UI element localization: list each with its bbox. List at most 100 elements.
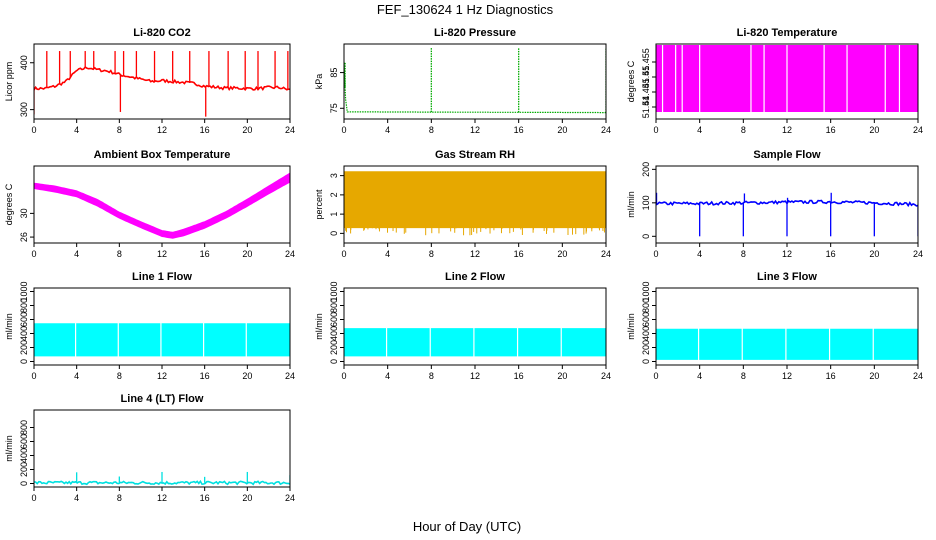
plot-frame	[33, 43, 291, 120]
x-tick-label: 8	[117, 125, 122, 135]
chart-panel: Ambient Box Temperature degrees C 0 4 8 12 16 2…	[4, 149, 295, 259]
plot-frame	[33, 287, 291, 366]
y-tick-label: 100	[641, 195, 651, 210]
panel-title: Gas Stream RH	[435, 149, 515, 161]
x-tick-label: 0	[653, 125, 658, 135]
x-tick-label: 8	[741, 371, 746, 381]
chart-panel: Li-820 Temperature degrees C 0 4 8 12 16 20 24 51…	[626, 27, 923, 135]
y-tick-label: 1000	[641, 281, 651, 301]
data-band	[34, 172, 290, 239]
y-axis-label: ml/min	[626, 313, 636, 340]
panel-title: Line 3 Flow	[757, 271, 817, 283]
x-tick-label: 12	[470, 371, 480, 381]
plot-area	[34, 471, 290, 486]
x-tick-label: 12	[470, 125, 480, 135]
panel-title: Line 4 (LT) Flow	[121, 393, 204, 405]
y-tick-label: 51.455	[641, 48, 651, 76]
y-tick-label: 600	[19, 434, 29, 449]
series-line	[344, 61, 606, 114]
y-axis-label: Licor ppm	[4, 62, 14, 102]
y-axis-label: degrees C	[626, 60, 636, 102]
x-tick-label: 0	[31, 249, 36, 259]
x-tick-label: 0	[653, 371, 658, 381]
x-tick-label: 16	[200, 371, 210, 381]
x-tick-label: 20	[242, 125, 252, 135]
x-tick-label: 24	[601, 249, 611, 259]
panel-title: Sample Flow	[753, 149, 821, 161]
x-tick-label: 4	[74, 371, 79, 381]
x-tick-label: 24	[913, 249, 923, 259]
x-tick-label: 12	[157, 493, 167, 503]
y-tick-label: 1	[329, 212, 339, 217]
x-tick-label: 0	[341, 371, 346, 381]
y-axis-label: percent	[314, 189, 324, 220]
data-band	[344, 171, 606, 229]
x-tick-label: 4	[385, 249, 390, 259]
x-tick-label: 20	[869, 371, 879, 381]
y-axis-label: ml/min	[314, 313, 324, 340]
y-tick-label: 0	[19, 359, 29, 364]
y-tick-label: 400	[19, 55, 29, 70]
x-tick-label: 24	[285, 249, 295, 259]
y-tick-label: 200	[641, 340, 651, 355]
chart-panel: Li-820 CO2 Licor ppm 0 4 8 12 16 20 24 300 400	[4, 27, 295, 135]
y-tick-label: 600	[641, 312, 651, 327]
x-tick-label: 24	[913, 125, 923, 135]
x-tick-label: 16	[826, 371, 836, 381]
x-tick-label: 16	[200, 249, 210, 259]
y-tick-label: 400	[329, 326, 339, 341]
y-tick-label: 200	[329, 340, 339, 355]
chart-panel: Line 4 (LT) Flow ml/min 0 4 8 12 16 20 24 0 200400…	[4, 393, 295, 503]
y-tick-label: 800	[329, 298, 339, 313]
plot-frame	[655, 165, 919, 244]
data-band	[34, 323, 290, 357]
y-tick-label: 0	[19, 481, 29, 486]
x-tick-label: 8	[429, 125, 434, 135]
x-tick-label: 0	[31, 371, 36, 381]
y-tick-label: 51.45	[641, 66, 651, 89]
data-band	[656, 328, 918, 360]
y-tick-label: 400	[19, 448, 29, 463]
y-tick-label: 51.445	[641, 78, 651, 106]
x-tick-label: 4	[74, 249, 79, 259]
x-tick-label: 16	[200, 493, 210, 503]
x-tick-label: 8	[117, 493, 122, 503]
figure-x-axis-label: Hour of Day (UTC)	[413, 519, 521, 534]
x-tick-label: 20	[869, 125, 879, 135]
y-tick-label: 0	[641, 359, 651, 364]
plot-frame	[343, 165, 607, 244]
y-tick-label: 30	[19, 208, 29, 218]
x-tick-label: 12	[157, 125, 167, 135]
y-tick-label: 26	[19, 232, 29, 242]
plot-frame	[655, 43, 919, 120]
y-tick-label: 800	[641, 298, 651, 313]
x-tick-label: 0	[31, 125, 36, 135]
x-tick-label: 12	[782, 371, 792, 381]
y-tick-label: 800	[19, 420, 29, 435]
plot-area	[656, 288, 918, 365]
chart-panel: Line 3 Flow ml/min 0 4 8 12 16 20 24 0 20040060080…	[626, 271, 923, 381]
x-tick-label: 20	[557, 125, 567, 135]
x-tick-label: 20	[557, 371, 567, 381]
plot-frame	[343, 287, 607, 366]
data-band	[344, 328, 606, 357]
x-tick-label: 24	[285, 371, 295, 381]
figure-title: FEF_130624 1 Hz Diagnostics	[377, 2, 554, 17]
x-tick-label: 8	[429, 249, 434, 259]
x-tick-label: 8	[117, 249, 122, 259]
y-tick-label: 0	[641, 234, 651, 239]
plot-frame	[33, 165, 291, 244]
x-tick-label: 4	[697, 371, 702, 381]
series-line	[34, 66, 290, 92]
x-tick-label: 16	[514, 249, 524, 259]
plot-area	[656, 192, 918, 237]
y-tick-label: 0	[329, 231, 339, 236]
y-tick-label: 1000	[19, 281, 29, 301]
x-tick-label: 16	[200, 125, 210, 135]
x-tick-label: 16	[826, 125, 836, 135]
x-tick-label: 8	[117, 371, 122, 381]
y-tick-label: 400	[19, 326, 29, 341]
